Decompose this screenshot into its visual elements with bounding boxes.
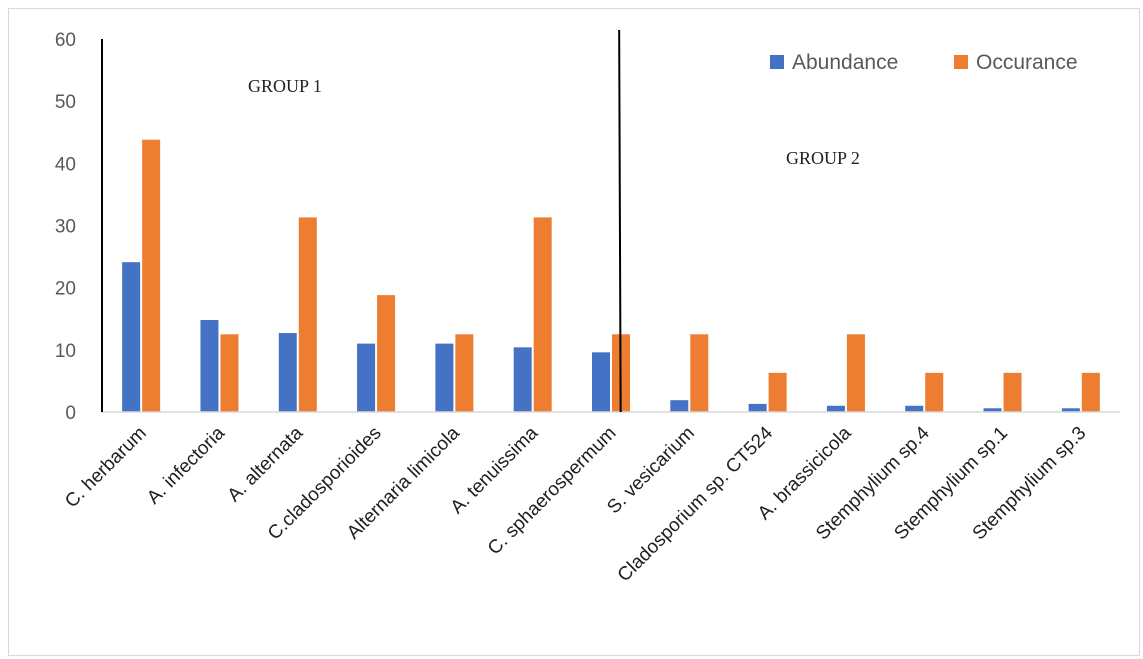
legend-swatch-occurance [954,55,968,69]
bar-occurance [1081,372,1100,412]
group-1-label: GROUP 1 [248,76,322,96]
chart-frame [8,8,1140,656]
bar-occurance [377,295,396,412]
bar-occurance [533,217,552,412]
bar-abundance [122,262,141,412]
legend-label-occurance: Occurance [976,51,1078,74]
category-label: A. infectoria [143,422,229,508]
legend-label-abundance: Abundance [792,51,898,74]
bar-abundance [357,343,376,412]
bar-abundance [435,343,454,412]
bar-occurance [220,334,239,412]
bar-abundance [748,403,767,412]
category-label: C. herbarum [61,423,151,513]
bar-occurance [455,334,474,412]
y-tick-label: 10 [55,341,76,362]
bar-occurance [142,139,161,412]
bars [122,139,1100,412]
category-label: A. alternata [224,422,308,506]
bar-abundance [983,408,1002,412]
bar-abundance [200,319,219,412]
category-label: Cladosporium sp. CT524 [614,422,778,586]
legend-swatch-abundance [770,55,784,69]
group-divider-line [618,29,622,413]
y-tick-label: 60 [55,30,76,51]
bar-abundance [670,400,689,412]
bar-abundance [513,347,532,412]
bar-occurance [846,334,865,412]
y-axis-ticks: 0 10 20 30 40 50 60 [55,30,76,424]
category-label: C. sphaerospermum [484,423,621,560]
bar-occurance [690,334,709,412]
y-tick-label: 20 [55,279,76,300]
y-tick-label: 50 [55,92,76,113]
bar-abundance [826,405,845,412]
bar-abundance [592,352,610,412]
y-tick-label: 30 [55,217,76,238]
bar-abundance [1061,408,1080,412]
bar-occurance [1003,372,1022,412]
bar-abundance [905,405,924,412]
y-tick-label: 40 [55,154,76,175]
bar-occurance [768,372,787,412]
legend: Abundance Occurance [770,51,1078,74]
bar-abundance [278,333,297,412]
y-tick-label: 0 [65,403,76,424]
bar-occurance [925,372,944,412]
group-2-label: GROUP 2 [786,148,860,168]
bar-occurance [298,217,317,412]
